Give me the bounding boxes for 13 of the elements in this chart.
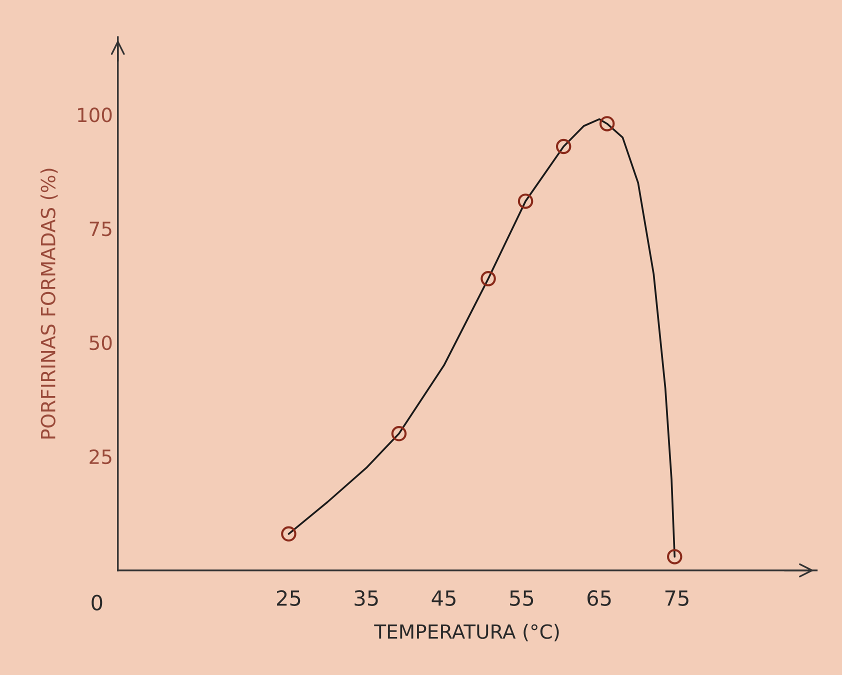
y-tick-label: 100 bbox=[78, 108, 112, 122]
x-tick-label: 45 bbox=[432, 590, 456, 606]
x-tick-label: 65 bbox=[588, 590, 611, 606]
y-tick-label: 25 bbox=[90, 449, 112, 464]
y-tick-label: 75 bbox=[90, 222, 112, 236]
x-axis-title: TEMPERATURA (°C) bbox=[374, 624, 559, 642]
x-tick-label: 75 bbox=[665, 590, 688, 606]
x-tick-label: 55 bbox=[510, 590, 534, 606]
x-tick-label: 25 bbox=[276, 590, 300, 606]
text: 0 bbox=[92, 594, 102, 610]
y-tick-label: 50 bbox=[90, 335, 112, 350]
x-tick-label: 35 bbox=[354, 590, 378, 606]
y-axis-title: PORFIRINAS FORMADAS (%) bbox=[40, 168, 58, 438]
